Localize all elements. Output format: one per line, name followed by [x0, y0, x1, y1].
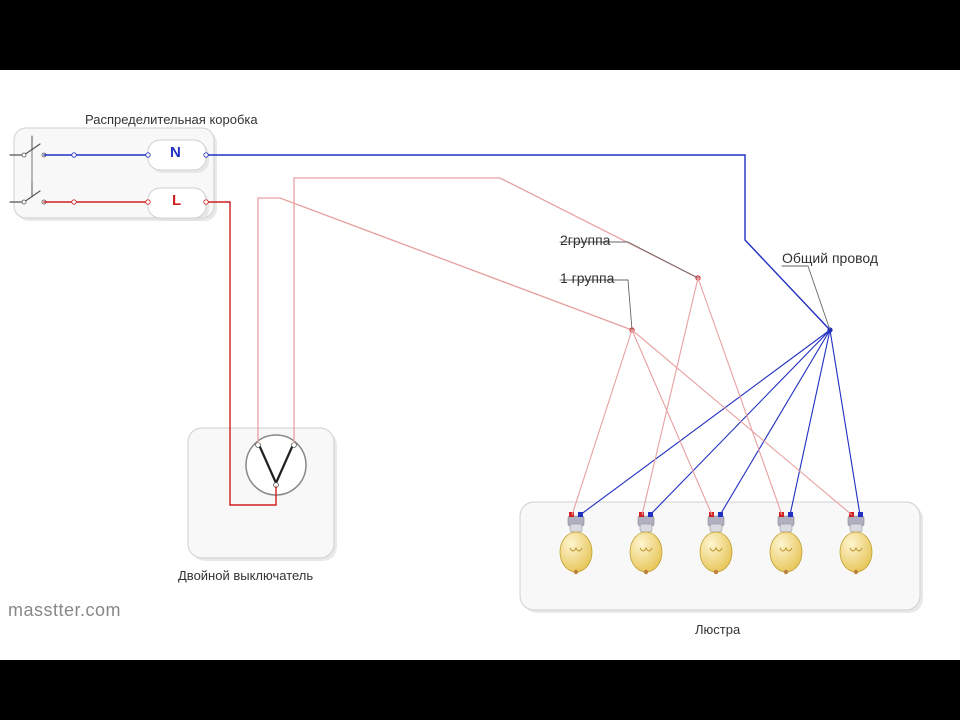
- chandelier-label: Люстра: [695, 622, 740, 637]
- diagram-canvas: Распределительная коробка N L 2группа 1 …: [0, 70, 960, 660]
- group1-label: 1 группа: [560, 270, 614, 286]
- double-switch-label: Двойной выключатель: [178, 568, 313, 583]
- diagram-svg: [0, 70, 960, 660]
- group2-label: 2группа: [560, 232, 610, 248]
- live-label: L: [172, 192, 181, 209]
- neutral-label: N: [170, 144, 181, 161]
- junction-box-label: Распределительная коробка: [85, 112, 258, 127]
- watermark-label: masstter.com: [8, 600, 121, 621]
- common-wire-label: Общий провод: [782, 250, 878, 266]
